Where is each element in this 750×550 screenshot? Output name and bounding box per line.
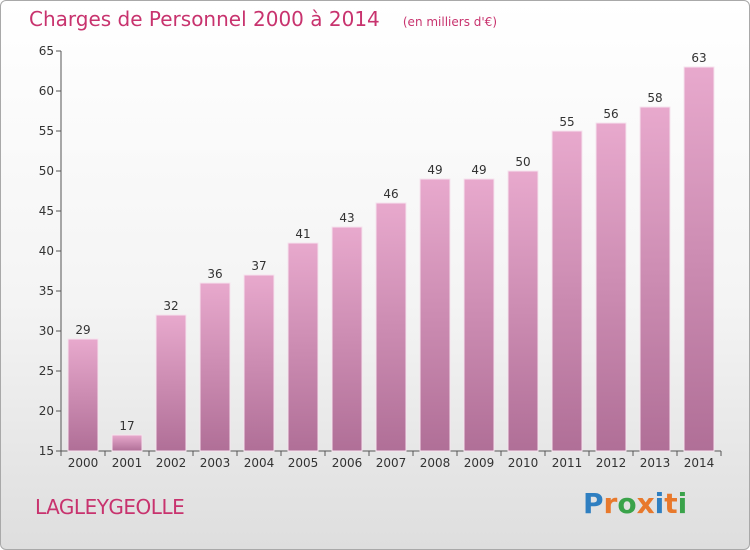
y-axis: 15 20 25 30 35 40 45 50 55 60 65 <box>39 44 62 458</box>
bar-2009 <box>463 178 495 452</box>
chart-subtitle: (en milliers d'€) <box>402 15 497 29</box>
data-label-2001: 17 <box>119 419 134 433</box>
logo-letter: o <box>617 487 637 520</box>
y-tick-label: 35 <box>39 284 54 298</box>
data-label-2010: 50 <box>515 155 530 169</box>
chart-title: Charges de Personnel 2000 à 2014 <box>29 7 380 31</box>
data-label-2006: 43 <box>339 211 354 225</box>
bars: 29 17 32 36 37 41 43 46 49 49 50 55 56 58 63 <box>67 51 715 452</box>
y-tick-label: 15 <box>39 444 54 458</box>
data-label-2003: 36 <box>207 267 222 281</box>
y-tick-label: 55 <box>39 124 54 138</box>
x-tick-label: 2001 <box>112 456 143 470</box>
x-tick-label: 2000 <box>68 456 99 470</box>
x-tick-label: 2013 <box>640 456 671 470</box>
bar-2001 <box>111 434 143 452</box>
logo-letter: r <box>603 487 618 520</box>
x-tick-label: 2003 <box>200 456 231 470</box>
bar-2005 <box>287 242 319 452</box>
data-label-2002: 32 <box>163 299 178 313</box>
logo-letter: i <box>677 487 688 520</box>
logo-letter: P <box>583 487 604 520</box>
commune-name: LAGLEYGEOLLE <box>35 495 185 519</box>
logo-letter: x <box>636 487 655 520</box>
data-label-2008: 49 <box>427 163 442 177</box>
y-tick-label: 25 <box>39 364 54 378</box>
data-label-2004: 37 <box>251 259 266 273</box>
x-tick-label: 2009 <box>464 456 495 470</box>
y-tick-label: 65 <box>39 44 54 58</box>
bar-2012 <box>595 122 627 452</box>
bar-2006 <box>331 226 363 452</box>
x-axis: 2000 2001 2002 2003 2004 2005 2006 2007 2008 2009… <box>60 450 722 470</box>
y-tick-label: 20 <box>39 404 54 418</box>
x-tick-label: 2006 <box>332 456 363 470</box>
y-tick-label: 40 <box>39 244 54 258</box>
x-tick-label: 2005 <box>288 456 319 470</box>
x-tick-label: 2011 <box>552 456 583 470</box>
data-label-2012: 56 <box>603 107 618 121</box>
bar-2004 <box>243 274 275 452</box>
x-tick-label: 2004 <box>244 456 275 470</box>
logo-letter: t <box>664 487 678 520</box>
x-tick-label: 2007 <box>376 456 407 470</box>
data-label-2011: 55 <box>559 115 574 129</box>
title-block: Charges de Personnel 2000 à 2014 (en mil… <box>29 7 497 31</box>
bar-2000 <box>67 338 99 452</box>
data-label-2005: 41 <box>295 227 310 241</box>
bar-2011 <box>551 130 583 452</box>
bar-2010 <box>507 170 539 452</box>
y-tick-label: 60 <box>39 84 54 98</box>
bar-2014 <box>683 66 715 452</box>
x-tick-label: 2008 <box>420 456 451 470</box>
x-tick-label: 2010 <box>508 456 539 470</box>
data-label-2013: 58 <box>647 91 662 105</box>
y-tick-label: 50 <box>39 164 54 178</box>
bar-2013 <box>639 106 671 452</box>
logo-letter: i <box>654 487 665 520</box>
bar-2002 <box>155 314 187 452</box>
data-label-2009: 49 <box>471 163 486 177</box>
x-tick-label: 2002 <box>156 456 187 470</box>
bar-2003 <box>199 282 231 452</box>
bar-2008 <box>419 178 451 452</box>
bar-2007 <box>375 202 407 452</box>
data-label-2014: 63 <box>691 51 706 65</box>
y-tick-label: 30 <box>39 324 54 338</box>
y-tick-label: 45 <box>39 204 54 218</box>
data-label-2007: 46 <box>383 187 398 201</box>
data-label-2000: 29 <box>75 323 90 337</box>
x-tick-label: 2012 <box>596 456 627 470</box>
proxiti-logo: Proxiti <box>583 487 687 520</box>
x-tick-label: 2014 <box>684 456 715 470</box>
